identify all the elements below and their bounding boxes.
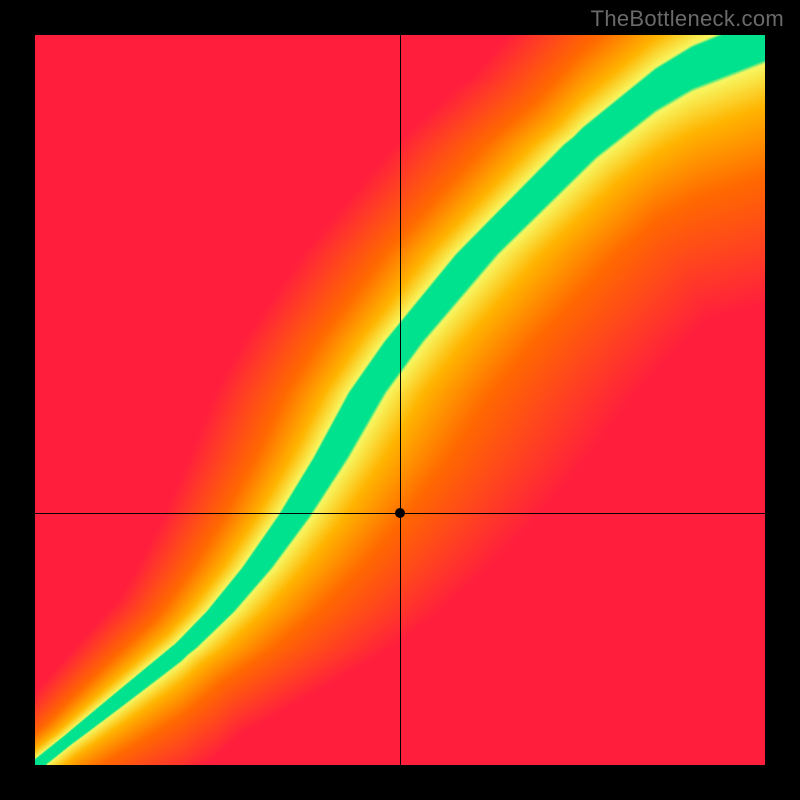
watermark-text: TheBottleneck.com (591, 6, 784, 32)
chart-container: TheBottleneck.com (0, 0, 800, 800)
crosshair-vertical (400, 35, 401, 765)
plot-area (35, 35, 765, 765)
data-point-marker (395, 508, 405, 518)
